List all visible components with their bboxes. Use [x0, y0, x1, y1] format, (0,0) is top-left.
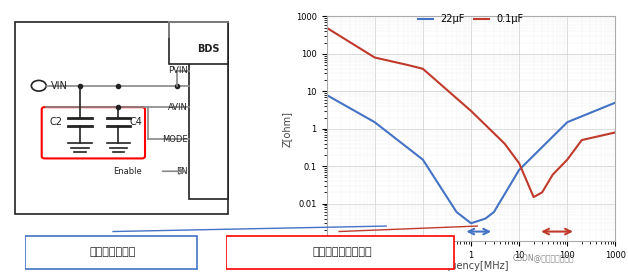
22μF — [490, 210, 498, 214]
Legend: 22μF, 0.1μF: 22μF, 0.1μF — [414, 10, 528, 28]
0.1μF — [501, 142, 509, 145]
0.1μF — [371, 56, 379, 59]
22μF — [612, 101, 619, 104]
Text: MODE: MODE — [162, 135, 188, 144]
0.1μF — [323, 26, 330, 29]
Line: 22μF: 22μF — [327, 95, 615, 223]
22μF — [371, 121, 379, 124]
22μF — [467, 222, 475, 225]
22μF — [453, 210, 460, 214]
Y-axis label: Z[ohm]: Z[ohm] — [282, 111, 292, 147]
22μF — [323, 93, 330, 97]
Text: 影响纹波的区域: 影响纹波的区域 — [90, 247, 136, 257]
Text: C2: C2 — [50, 117, 63, 127]
Text: BDS: BDS — [197, 44, 220, 55]
22μF — [419, 158, 426, 161]
0.1μF — [419, 67, 426, 70]
0.1μF — [467, 109, 475, 113]
0.1μF — [530, 195, 538, 199]
0.1μF — [549, 173, 556, 176]
0.1μF — [578, 138, 585, 142]
0.1μF — [612, 131, 619, 134]
22μF — [516, 168, 523, 172]
22μF — [482, 217, 489, 220]
Text: CSDN@第一宏政号合肥: CSDN@第一宏政号合肥 — [512, 253, 574, 262]
FancyBboxPatch shape — [25, 236, 197, 269]
X-axis label: frequency[MHz]: frequency[MHz] — [432, 261, 510, 271]
FancyBboxPatch shape — [226, 236, 454, 269]
Text: AVIN: AVIN — [168, 103, 188, 112]
0.1μF — [563, 158, 571, 161]
0.1μF — [516, 162, 523, 165]
22μF — [563, 121, 571, 124]
Text: Enable: Enable — [113, 167, 142, 176]
Text: C4: C4 — [130, 117, 143, 127]
Text: 影响开关噪声的区域: 影响开关噪声的区域 — [313, 247, 372, 257]
0.1μF — [404, 64, 412, 67]
0.1μF — [538, 191, 546, 194]
Text: EN: EN — [176, 167, 188, 176]
Text: VIN: VIN — [51, 81, 67, 91]
Polygon shape — [169, 22, 228, 64]
Text: PVIN: PVIN — [168, 66, 188, 75]
Line: 0.1μF: 0.1μF — [327, 28, 615, 197]
Polygon shape — [189, 37, 228, 199]
